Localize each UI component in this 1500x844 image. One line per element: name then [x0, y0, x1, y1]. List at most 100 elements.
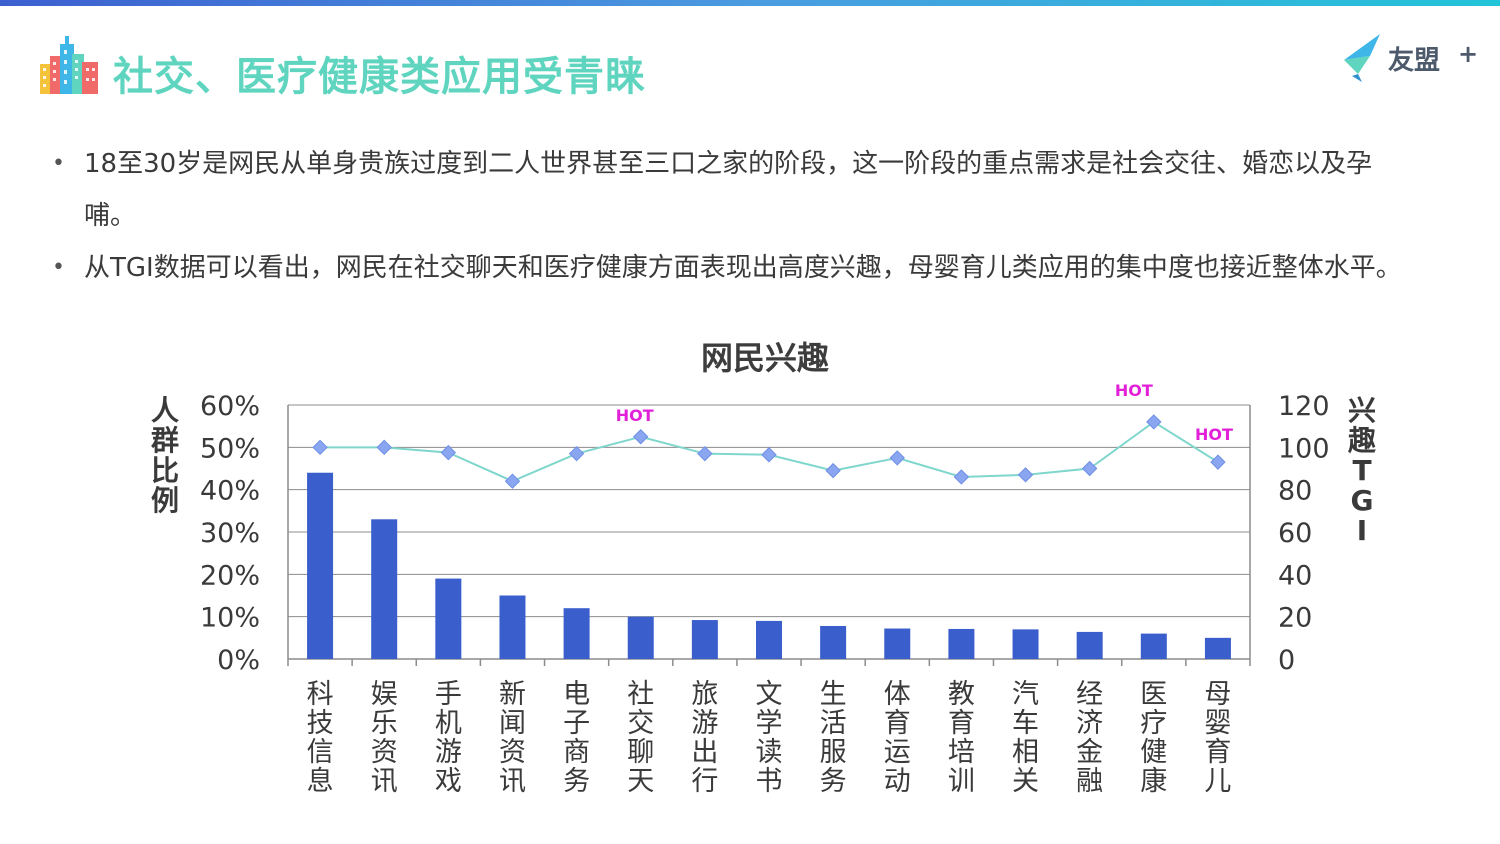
tgi-point [697, 445, 713, 462]
x-tick-label-char: 戏 [435, 766, 462, 797]
y2-axis-title-char: G [1351, 484, 1374, 517]
x-tick-label-char: 新 [499, 679, 526, 710]
x-tick-label-char: 文 [756, 679, 783, 710]
bullet-dot-icon: • [52, 151, 65, 176]
x-tick-label-char: 出 [691, 737, 718, 768]
x-tick-label-char: 娱 [371, 679, 398, 710]
tgi-point [440, 444, 457, 461]
y-tick-label-right: 100 [1278, 433, 1330, 464]
city-buildings-icon [40, 36, 98, 94]
x-tick-label-char: 活 [820, 708, 847, 739]
tgi-point [504, 473, 521, 489]
hot-annotation: HOT [616, 406, 654, 425]
y-tick-label-left: 0% [217, 645, 260, 676]
x-tick-label-char: 行 [691, 766, 718, 797]
y-tick-label-right: 20 [1278, 603, 1312, 634]
y2-axis-title-char: 趣 [1348, 424, 1376, 457]
y-axis-title-char: 人 [151, 394, 179, 427]
bullet-text: 从TGI数据可以看出，网民在社交聊天和医疗健康方面表现出高度兴趣，母婴育儿类应用… [84, 253, 1402, 283]
x-tick-label-char: 机 [435, 708, 462, 739]
bar [884, 628, 911, 659]
x-tick-label-char: 关 [1012, 766, 1039, 797]
x-tick-label-char: 经 [1076, 679, 1103, 710]
x-tick-label-char: 子 [563, 708, 590, 739]
bar [820, 625, 847, 659]
x-tick-label-char: 电 [563, 679, 590, 710]
x-tick-label-char: 母 [1204, 679, 1231, 710]
x-tick-label-char: 读 [756, 737, 783, 768]
y-axis-title-char: 群 [151, 424, 179, 457]
x-tick-label-char: 科 [307, 679, 334, 710]
x-tick-label-char: 闻 [499, 708, 526, 739]
x-tick-label-char: 游 [691, 708, 718, 739]
x-tick-label-char: 讯 [499, 766, 526, 797]
x-tick-label-char: 商 [563, 737, 590, 768]
x-tick-label-char: 信 [307, 737, 334, 768]
x-tick-label-char: 婴 [1204, 708, 1231, 739]
x-tick-label-char: 聊 [627, 737, 654, 768]
top-accent-bar [0, 0, 1500, 6]
tgi-point [953, 469, 970, 485]
x-tick-label-char: 疗 [1140, 708, 1167, 739]
tgi-point [1146, 414, 1162, 430]
x-tick-label-char: 育 [884, 708, 911, 739]
x-tick-label-char: 动 [884, 766, 911, 797]
chart-title: 网民兴趣 [700, 339, 829, 377]
bar [307, 472, 334, 659]
brand-name: 友盟 [1388, 46, 1441, 76]
x-tick-label-char: 教 [948, 679, 975, 710]
bar [1012, 629, 1039, 659]
bar [435, 578, 462, 659]
x-tick-label-char: 金 [1076, 737, 1103, 768]
x-tick-label-char: 游 [435, 737, 462, 768]
bar [1204, 637, 1231, 659]
y2-axis-title-char: T [1352, 454, 1371, 487]
tgi-point [1017, 467, 1034, 483]
x-tick-label-char: 服 [820, 737, 847, 768]
bullet-item: • 从TGI数据可以看出，网民在社交聊天和医疗健康方面表现出高度兴趣，母婴育儿类… [52, 242, 1412, 294]
x-tick-label-char: 训 [948, 766, 975, 797]
brand-logo: 友盟 + [1340, 30, 1480, 86]
bar [691, 620, 718, 659]
y-axis-title-char: 比 [151, 454, 179, 487]
bullet-dot-icon: • [52, 255, 65, 280]
y2-axis-title-char: 兴 [1348, 394, 1376, 427]
tgi-point [825, 462, 841, 479]
y-tick-label-right: 60 [1278, 518, 1312, 549]
tgi-point [633, 429, 649, 445]
x-tick-label-char: 育 [948, 708, 975, 739]
y-tick-label-left: 40% [200, 476, 260, 507]
x-tick-label-char: 学 [756, 708, 783, 739]
bar [563, 608, 590, 659]
bar [627, 616, 654, 659]
bullet-list: • 18至30岁是网民从单身贵族过度到二人世界甚至三口之家的阶段，这一阶段的重点… [52, 138, 1412, 294]
tgi-point [761, 447, 777, 463]
x-tick-label-char: 医 [1140, 679, 1167, 710]
x-tick-label-char: 车 [1012, 708, 1039, 739]
bar [948, 628, 975, 659]
y-tick-label-right: 0 [1278, 645, 1295, 676]
y-tick-label-left: 30% [200, 518, 260, 549]
bar [371, 519, 398, 659]
y-tick-label-left: 50% [200, 433, 260, 464]
x-tick-label-char: 融 [1076, 766, 1103, 797]
tgi-point [568, 445, 585, 462]
page-title: 社交、医疗健康类应用受青睐 [113, 54, 646, 100]
x-tick-label-char: 息 [307, 766, 334, 797]
umeng-bird-icon [1344, 34, 1380, 82]
bar [499, 595, 526, 659]
tgi-point [376, 439, 392, 456]
bar [756, 620, 782, 659]
x-tick-label-char: 社 [627, 679, 654, 710]
bar [1076, 631, 1103, 659]
x-tick-label-char: 天 [627, 766, 654, 797]
x-tick-label-char: 务 [820, 766, 847, 797]
x-tick-label-char: 交 [627, 708, 654, 739]
x-tick-label-char: 运 [884, 737, 911, 768]
y-tick-label-left: 20% [200, 560, 260, 591]
y-tick-label-right: 80 [1278, 476, 1312, 507]
x-tick-label-char: 讯 [371, 766, 398, 797]
bullet-text: 18至30岁是网民从单身贵族过度到二人世界甚至三口之家的阶段，这一阶段的重点需求… [84, 149, 1373, 231]
x-tick-label-char: 育 [1204, 737, 1231, 768]
